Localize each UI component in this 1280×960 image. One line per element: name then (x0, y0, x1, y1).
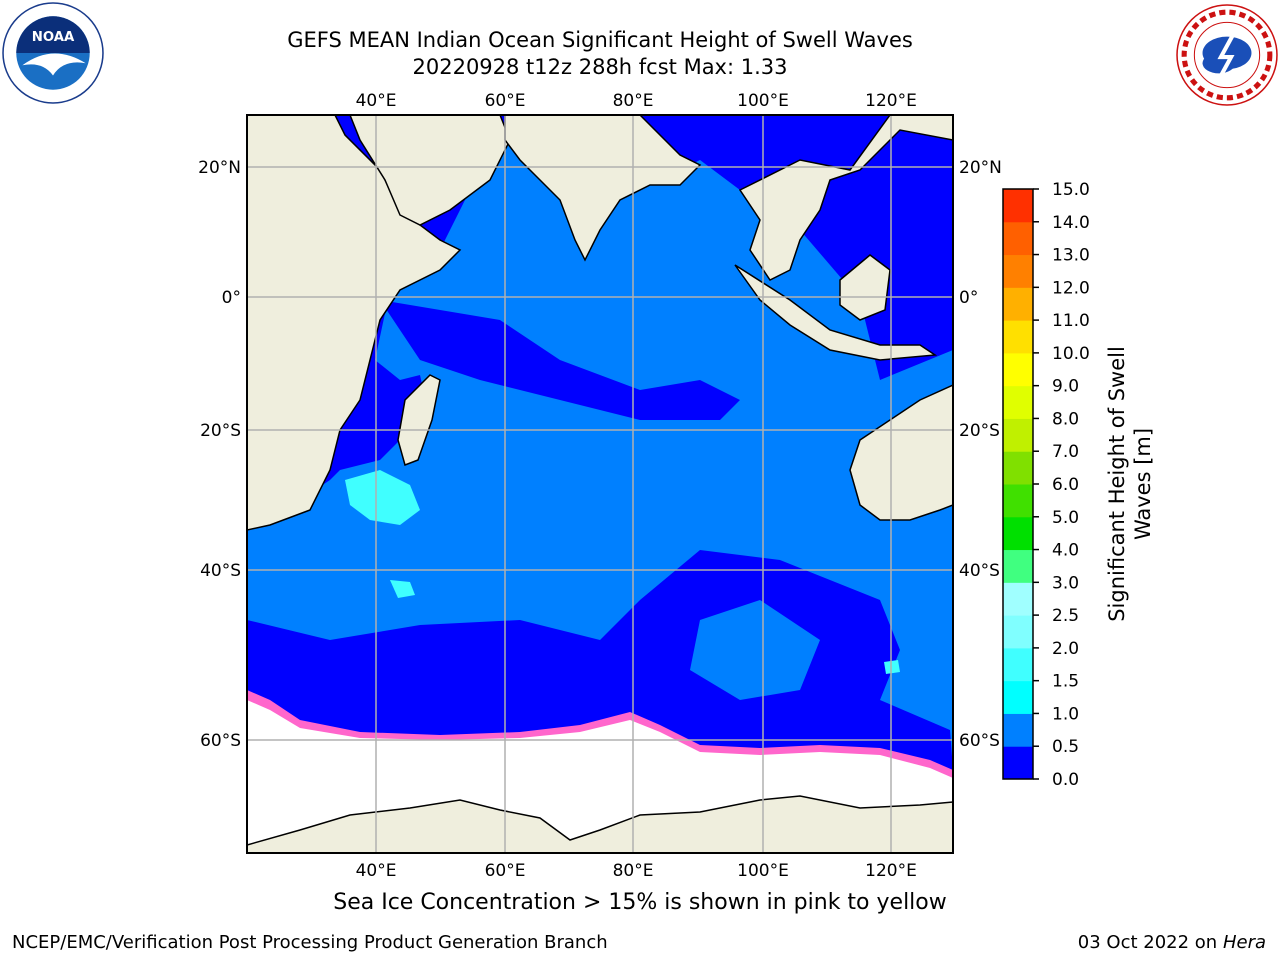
lon-tick-top-100e: 100°E (737, 91, 789, 111)
lat-tick-left-20s: 20°S (200, 421, 241, 441)
chart-subtitle: 20220928 t12z 288h fcst Max: 1.33 (412, 55, 788, 79)
colorbar-segment (1003, 352, 1033, 387)
colorbar-segment (1003, 320, 1033, 354)
footer-date-text: 03 Oct 2022 on (1077, 932, 1223, 953)
colorbar-tick-label: 15.0 (1052, 180, 1090, 200)
nws-logo (1176, 4, 1278, 106)
colorbar-ticks: 0.0 0.5 1.0 1.5 2.0 2.5 3.0 4.0 5.0 6.0 7.0 8.0 9.0 1… (1033, 180, 1090, 790)
colorbar-segment (1003, 746, 1033, 780)
land-madagascar (397, 374, 441, 466)
colorbar-tick-label: 13.0 (1052, 246, 1090, 266)
colorbar-segment (1003, 647, 1033, 682)
lon-tick-bottom-60e: 60°E (485, 861, 526, 881)
mid-swell-patch-south (690, 600, 820, 700)
colorbar-segment (1003, 287, 1033, 321)
colorbar-tick-label: 10.0 (1052, 344, 1090, 364)
colorbar-tick-label: 8.0 (1052, 409, 1079, 429)
svg-text:NOAA: NOAA (32, 30, 75, 45)
colorbar-segment (1003, 385, 1033, 419)
colorbar-label-line2: Waves [m] (1131, 428, 1155, 540)
chart-title: GEFS MEAN Indian Ocean Significant Heigh… (287, 28, 913, 52)
lat-tick-left-20n: 20°N (198, 158, 241, 178)
map-frame (246, 114, 954, 854)
lon-tick-bottom-120e: 120°E (865, 861, 917, 881)
lat-tick-left-60s: 60°S (200, 731, 241, 751)
lat-tick-right-0: 0° (959, 288, 978, 308)
lat-tick-left-40s: 40°S (200, 561, 241, 581)
colorbar-tick-label: 14.0 (1052, 213, 1090, 233)
colorbar-segment (1003, 516, 1033, 551)
colorbar-segment (1003, 221, 1033, 256)
footer-date: 03 Oct 2022 on Hera (1078, 932, 1266, 953)
colorbar-tick-label: 3.0 (1052, 573, 1079, 593)
lon-tick-bottom-80e: 80°E (613, 861, 654, 881)
lat-tick-right-20s: 20°S (959, 421, 1000, 441)
land-antarctica (247, 795, 953, 853)
colorbar-tick-label: 2.5 (1052, 606, 1079, 626)
lon-tick-bottom-40e: 40°E (356, 861, 397, 881)
colorbar-segment (1003, 680, 1033, 714)
colorbar (1003, 189, 1033, 780)
land-australia (849, 384, 953, 521)
colorbar-segment (1003, 615, 1033, 649)
colorbar-tick-label: 7.0 (1052, 442, 1079, 462)
colorbar-tick-label: 0.0 (1052, 770, 1079, 790)
land-sumatra-java (734, 264, 938, 361)
footer-host: Hera (1222, 932, 1266, 953)
colorbar-segment (1003, 451, 1033, 485)
colorbar-segment (1003, 713, 1033, 747)
colorbar-tick-label: 5.0 (1052, 508, 1079, 528)
colorbar-segment (1003, 549, 1033, 583)
colorbar-segment (1003, 484, 1033, 518)
footer-credit: NCEP/EMC/Verification Post Processing Pr… (12, 932, 608, 953)
colorbar-tick-label: 0.5 (1052, 737, 1079, 757)
lat-tick-right-20n: 20°N (959, 158, 1002, 178)
colorbar-segment (1003, 582, 1033, 616)
high-swell-patch-2 (390, 580, 415, 598)
colorbar-segment (1003, 418, 1033, 452)
lat-tick-right-60s: 60°S (959, 731, 1000, 751)
lat-tick-right-40s: 40°S (959, 561, 1000, 581)
colorbar-tick-label: 6.0 (1052, 475, 1079, 495)
colorbar-tick-label: 2.0 (1052, 639, 1079, 659)
colorbar-tick-label: 1.5 (1052, 672, 1079, 692)
high-swell-patch-3 (884, 660, 900, 674)
lon-tick-top-60e: 60°E (485, 91, 526, 111)
colorbar-segment (1003, 189, 1033, 223)
gridlines (247, 115, 953, 853)
land-borneo (839, 254, 891, 321)
sea-ice-caption: Sea Ice Concentration > 15% is shown in … (333, 890, 947, 915)
colorbar-tick-label: 11.0 (1052, 311, 1090, 331)
noaa-logo: NOAA (2, 2, 104, 104)
lon-tick-bottom-100e: 100°E (737, 861, 789, 881)
low-swell-region-south (247, 550, 953, 770)
colorbar-segment (1003, 254, 1033, 288)
colorbar-tick-label: 1.0 (1052, 704, 1079, 724)
lon-tick-top-120e: 120°E (865, 91, 917, 111)
colorbar-tick-label: 12.0 (1052, 278, 1090, 298)
lon-tick-top-80e: 80°E (613, 91, 654, 111)
colorbar-label-line1: Significant Height of Swell (1105, 346, 1129, 622)
low-swell-region-central (380, 300, 740, 420)
colorbar-tick-label: 4.0 (1052, 541, 1079, 561)
lon-tick-top-40e: 40°E (356, 91, 397, 111)
high-swell-patch-1 (345, 470, 420, 525)
colorbar-tick-label: 9.0 (1052, 377, 1079, 397)
lat-tick-left-0: 0° (222, 288, 241, 308)
